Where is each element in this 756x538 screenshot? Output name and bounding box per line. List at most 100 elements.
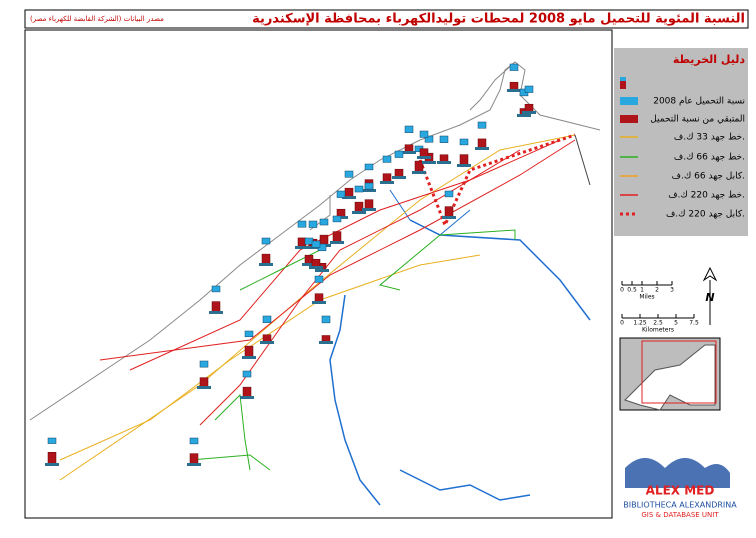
station-remainder <box>404 144 414 153</box>
station-base <box>259 263 273 266</box>
station-remainder <box>344 187 354 198</box>
station-load <box>459 138 469 146</box>
legend-title: دليل الخريطة <box>673 53 745 66</box>
scale-tick: 0.5 <box>627 287 637 294</box>
map-line <box>129 139 561 371</box>
station-remainder <box>524 103 534 113</box>
station-load <box>439 135 449 143</box>
station-load <box>297 220 307 228</box>
station-base <box>362 208 376 211</box>
station-remainder <box>314 293 324 303</box>
inset-land <box>624 344 716 411</box>
station-load <box>524 85 534 93</box>
station-base <box>302 263 316 266</box>
station-remainder <box>319 234 329 246</box>
station-remainder <box>439 154 449 163</box>
station-remainder <box>477 138 487 149</box>
scale-tick: 0 <box>620 287 624 294</box>
station-load <box>332 215 342 223</box>
scale-bars <box>621 281 695 319</box>
station-base <box>295 246 309 249</box>
title: النسبة المئوية للتحميل مايو 2008 لمحطات … <box>252 12 745 27</box>
station-base <box>422 161 436 164</box>
map-line <box>189 454 271 471</box>
logo-name: ALEX MED <box>646 484 715 498</box>
station-base <box>319 341 333 344</box>
station-base <box>309 266 323 269</box>
station-base <box>442 216 456 219</box>
scale-tick: 1.25 <box>633 320 647 327</box>
station-load <box>47 437 57 444</box>
map-line <box>469 61 516 111</box>
title-bar <box>24 9 749 29</box>
station-load <box>244 330 254 338</box>
station-base <box>417 156 431 159</box>
station-remainder <box>444 206 454 218</box>
legend-swatch <box>620 115 638 123</box>
station-remainder <box>509 81 519 91</box>
legend-swatch <box>620 97 638 105</box>
logo-graphic <box>625 458 730 488</box>
station-load <box>424 135 434 143</box>
station-load <box>261 237 271 245</box>
station-load <box>354 185 364 193</box>
station-remainder <box>211 301 221 313</box>
station-remainder <box>242 386 252 398</box>
map-line <box>399 469 531 501</box>
station-remainder <box>199 377 209 388</box>
map-line <box>59 134 576 481</box>
station-load <box>477 121 487 129</box>
station-base <box>187 463 201 466</box>
station-load <box>364 163 374 171</box>
station-load <box>394 150 404 158</box>
station-base <box>517 114 531 117</box>
station-load <box>382 155 392 163</box>
station-base <box>342 196 356 199</box>
map-line <box>329 294 381 506</box>
station-load <box>314 275 324 283</box>
station-load <box>321 315 331 324</box>
scale-tick: 0 <box>620 320 624 327</box>
station-remainder <box>459 154 469 166</box>
station-remainder <box>332 231 342 243</box>
station-base <box>260 341 274 344</box>
station-base <box>45 463 59 466</box>
map-line <box>59 254 481 461</box>
station-load <box>262 315 272 323</box>
north-arrow <box>702 266 718 325</box>
station-remainder <box>262 334 272 343</box>
legend-item: كابل جهد 220 ك.ف. <box>666 210 745 220</box>
scale-tick: 1 <box>640 287 644 294</box>
north-label: N <box>705 291 714 304</box>
station-remainder <box>414 160 424 173</box>
legend-icon <box>620 77 626 81</box>
station-load <box>311 240 321 248</box>
station-load <box>509 63 519 71</box>
station-load <box>364 182 374 190</box>
station-base <box>362 189 376 192</box>
logo-line: BIBLIOTHECA ALEXANDRINA <box>623 501 737 510</box>
station-load <box>419 130 429 138</box>
scale-tick: 7.5 <box>689 320 699 327</box>
station-remainder <box>261 253 271 265</box>
station-base <box>522 111 536 114</box>
station-remainder <box>189 453 199 465</box>
station-base <box>242 356 256 359</box>
scale-tick: 2.5 <box>653 320 663 327</box>
scale-tick: 3 <box>670 287 674 294</box>
station-load <box>189 437 199 445</box>
station-load <box>308 220 318 228</box>
station-base <box>240 396 254 399</box>
legend-item: كابل جهد 66 ك.ف. <box>672 172 745 182</box>
station-load <box>211 285 221 293</box>
legend-icon <box>620 81 626 89</box>
station-remainder <box>311 258 321 268</box>
scale-unit: Miles <box>639 294 654 301</box>
station-base <box>315 269 329 272</box>
legend-item: خط جهد 33 ك.ف. <box>674 133 745 143</box>
station-load <box>444 190 454 198</box>
legend-item: خط جهد 66 ك.ف. <box>674 153 745 163</box>
legend-item: المتبقي من نسبة التحميل <box>650 115 745 125</box>
station-base <box>457 164 471 167</box>
